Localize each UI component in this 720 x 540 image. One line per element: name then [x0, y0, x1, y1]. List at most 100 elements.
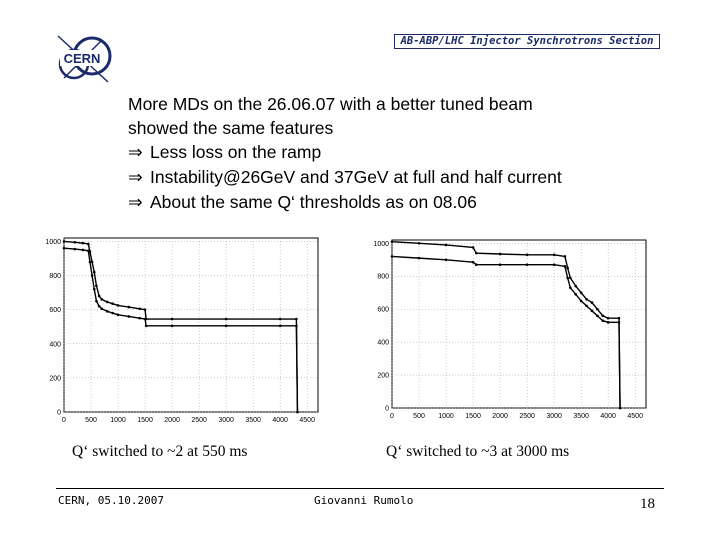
data-point	[111, 302, 114, 305]
y-tick-label: 0	[385, 406, 389, 413]
x-tick-label: 4000	[600, 413, 616, 420]
data-point	[606, 316, 610, 320]
x-tick-label: 1500	[137, 417, 153, 424]
data-point	[73, 240, 77, 244]
body-line: showed the same features	[128, 118, 334, 138]
data-point	[563, 265, 567, 268]
body-line: More MDs on the 26.06.07 with a better t…	[128, 94, 533, 114]
data-point	[278, 317, 282, 321]
x-tick-label: 2500	[191, 417, 207, 424]
implies-arrow-icon: ⇒	[128, 143, 143, 163]
series-line-1	[63, 247, 299, 413]
data-point	[170, 317, 174, 321]
data-point	[144, 324, 148, 328]
data-point	[552, 253, 556, 257]
data-point	[596, 314, 599, 318]
data-point	[569, 286, 572, 290]
data-point	[498, 252, 502, 256]
data-point	[475, 251, 478, 255]
data-point	[417, 241, 421, 245]
cern-logo: CERN	[57, 35, 112, 83]
logo-text: CERN	[64, 51, 101, 66]
y-tick-label: 800	[377, 274, 389, 281]
x-tick-label: 500	[413, 413, 425, 420]
footer-date: CERN, 05.10.2007	[58, 494, 164, 507]
data-point	[105, 300, 109, 304]
data-point	[590, 301, 594, 304]
bullet-text: Less loss on the ramp	[150, 142, 322, 162]
bullet-item: ⇒ Less loss on the ramp	[128, 140, 708, 165]
data-point	[100, 298, 104, 301]
data-point	[92, 270, 96, 274]
x-tick-label: 4500	[627, 413, 643, 420]
data-point	[525, 253, 529, 257]
data-point	[116, 313, 120, 317]
data-point	[90, 260, 94, 264]
data-point	[617, 316, 621, 320]
data-point	[127, 305, 131, 309]
data-point	[566, 266, 569, 270]
data-point	[552, 263, 556, 267]
x-tick-label: 4500	[299, 417, 315, 424]
data-point	[569, 276, 572, 280]
x-tick-label: 0	[390, 413, 394, 420]
data-point	[105, 310, 109, 313]
data-point	[224, 324, 228, 328]
y-tick-label: 1000	[45, 239, 61, 246]
bullet-item: ⇒ About the same Q‘ thresholds as on 08.0…	[128, 190, 708, 215]
x-tick-label: 2000	[164, 417, 180, 424]
data-point	[444, 258, 448, 262]
y-tick-label: 1000	[373, 241, 389, 248]
data-point	[95, 299, 98, 303]
data-point	[390, 240, 394, 243]
data-point	[116, 304, 120, 307]
data-point	[574, 293, 578, 296]
data-point	[97, 304, 101, 308]
y-tick-label: 200	[49, 375, 61, 382]
data-point	[579, 299, 583, 303]
implies-arrow-icon: ⇒	[128, 193, 143, 213]
data-point	[92, 287, 96, 291]
data-point	[563, 255, 567, 258]
section-title: AB-ABP/LHC Injector Synchrotrons Section	[394, 34, 660, 49]
data-point	[617, 321, 621, 324]
y-tick-label: 0	[57, 410, 61, 417]
data-point	[127, 315, 131, 318]
data-point	[444, 243, 448, 247]
data-point	[525, 263, 529, 267]
data-point	[295, 317, 298, 321]
plot-caption-left: Q‘ switched to ~2 at 550 ms	[72, 443, 248, 460]
plot-frame	[63, 237, 319, 413]
data-point	[601, 314, 605, 318]
y-tick-label: 600	[49, 307, 61, 314]
intensity-plot-right: 0 500 1000 1500 2000 2500 3000 3500 4000 4500 0 200…	[373, 239, 647, 420]
data-point	[81, 248, 85, 252]
data-point	[585, 297, 588, 301]
data-point	[471, 246, 475, 249]
x-tick-label: 1000	[110, 417, 126, 424]
y-tick-label: 800	[49, 273, 61, 280]
data-point	[143, 308, 147, 311]
intensity-plot-left: 0 500 1000 1500 2000 2500 3000 3500 4000 4500 0 200…	[45, 237, 319, 424]
data-point	[295, 324, 298, 328]
data-point	[585, 304, 588, 308]
data-point	[100, 307, 104, 311]
y-tick-label: 400	[377, 340, 389, 347]
data-point	[390, 255, 394, 258]
data-point	[95, 284, 98, 288]
data-point	[138, 307, 141, 311]
x-tick-label: 4000	[272, 417, 288, 424]
x-tick-label: 2000	[492, 413, 508, 420]
plot-frame	[391, 239, 647, 409]
x-tick-label: 1500	[465, 413, 481, 420]
data-point	[87, 249, 90, 253]
data-point	[296, 410, 299, 414]
data-point	[73, 247, 77, 251]
data-point	[417, 256, 421, 260]
y-tick-label: 200	[377, 373, 389, 380]
data-point	[90, 274, 94, 277]
data-point	[111, 311, 114, 315]
x-tick-label: 3000	[546, 413, 562, 420]
data-point	[143, 317, 147, 321]
bullet-text: Instability@26GeV and 37GeV at full and …	[150, 167, 562, 187]
